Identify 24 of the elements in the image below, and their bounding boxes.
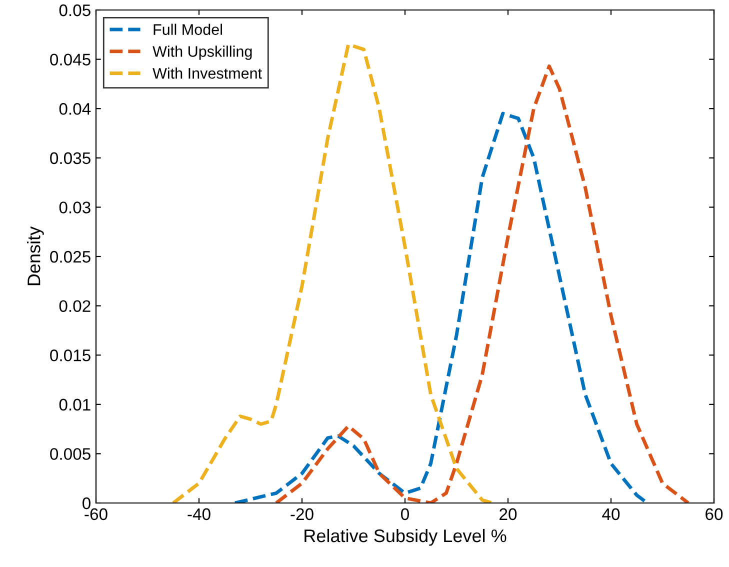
y-tick-label: 0.015 xyxy=(50,350,90,362)
legend-label: With Investment xyxy=(152,68,262,79)
y-tick-label: 0.03 xyxy=(59,202,90,214)
line-series xyxy=(274,64,690,503)
y-tick-label: 0.04 xyxy=(59,103,91,115)
y-tick-label: 0.02 xyxy=(59,300,90,312)
x-tick-label: 40 xyxy=(602,508,620,520)
y-tick-label: 0.045 xyxy=(50,54,90,66)
y-tick-label: 0.05 xyxy=(59,4,90,16)
y-tick-label: 0.01 xyxy=(59,398,90,411)
x-tick-label: 0 xyxy=(401,508,409,520)
x-tick-label: 20 xyxy=(500,508,517,520)
y-tick-label: 0.005 xyxy=(50,448,90,460)
legend-label: With Upskilling xyxy=(152,46,252,60)
x-tick-label: -60 xyxy=(84,508,108,520)
y-tick-label: 0.035 xyxy=(50,152,90,164)
x-axis-title: Relative Subsidy Level % xyxy=(304,528,506,546)
x-tick-label: -20 xyxy=(290,508,314,520)
y-tick-label: 0 xyxy=(82,497,90,510)
legend-label: Full Model xyxy=(154,24,222,35)
y-axis-title: Density xyxy=(27,226,44,286)
x-tick-label: -40 xyxy=(188,508,210,520)
y-tick-label: 0.025 xyxy=(50,250,90,263)
x-tick-label: 60 xyxy=(706,508,723,520)
